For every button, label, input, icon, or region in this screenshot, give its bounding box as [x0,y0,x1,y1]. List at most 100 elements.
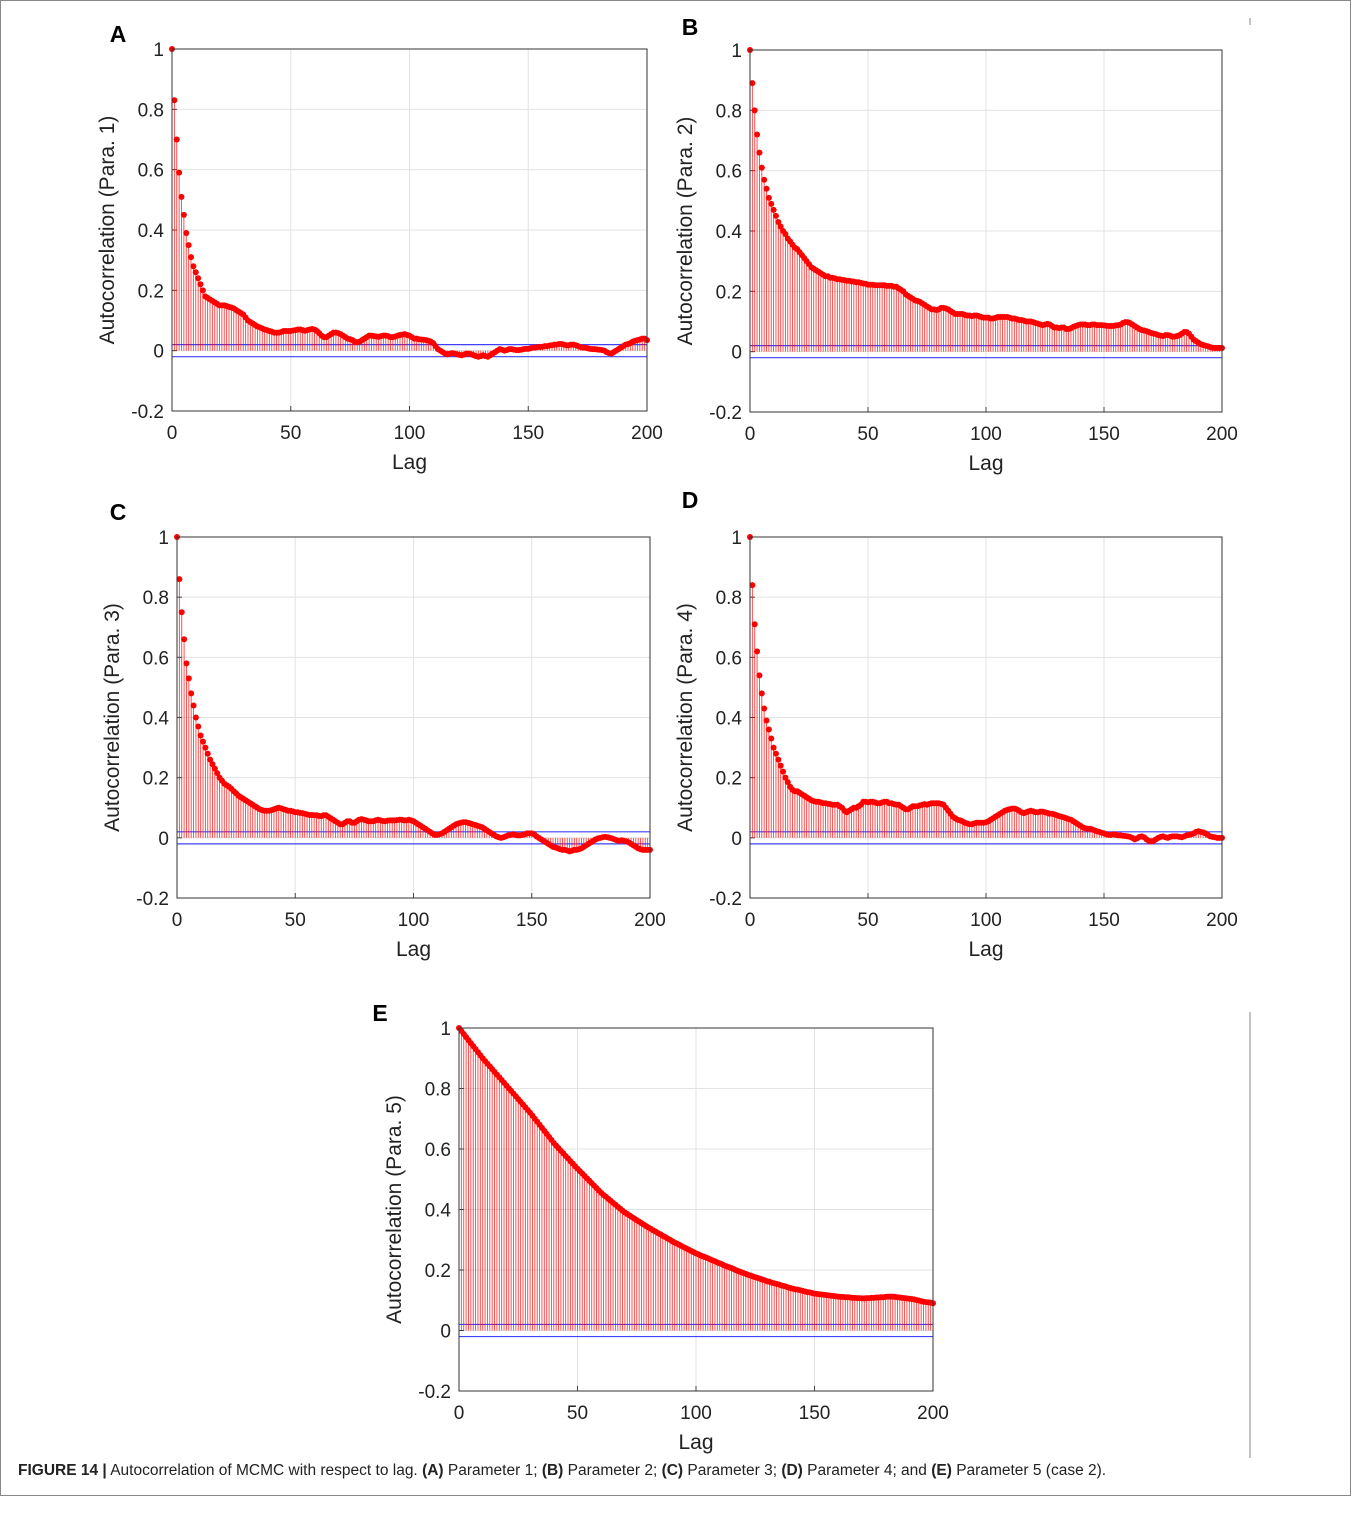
stem-marker [777,223,784,230]
caption-text: Parameter 2; [563,1462,662,1479]
caption-text: (C) [661,1462,684,1479]
panel-label: E [372,1000,387,1026]
y-tick-label: 0.2 [716,769,742,790]
stem-marker [754,648,761,655]
stem-marker [195,723,202,730]
stem-marker [754,131,761,138]
y-axis-label: Autocorrelation (Para. 4) [674,603,697,832]
stem-marker [770,206,777,213]
x-tick-label: 50 [857,424,878,445]
stem-marker [756,149,763,156]
stem-marker [749,80,756,87]
y-tick-label: -0.2 [709,403,742,424]
panel: 0 50 100 150 200-0.200.20.40.60.81LagAutocor… [372,1000,949,1454]
x-tick-label: 200 [631,423,663,444]
x-tick-label: 100 [970,424,1002,445]
x-tick-label: 50 [857,910,878,931]
stem-marker [211,765,218,772]
stem-marker [749,582,756,589]
stem-marker [188,254,194,261]
stem-marker [775,218,782,225]
panel-label: B [682,14,699,40]
stem-marker [777,762,784,769]
stem-marker [768,200,775,207]
caption-text: FIGURE 14 | [18,1462,107,1479]
x-tick-label: 0 [167,423,178,444]
stem-marker [178,193,185,200]
axes-box [176,536,651,899]
x-axis-label: Lag [968,452,1003,475]
stem-marker [772,750,779,757]
x-tick-label: 200 [1206,424,1238,445]
y-tick-label: 1 [440,1019,451,1040]
y-tick-label: 0 [153,342,164,363]
stem-marker [756,672,763,679]
panel: 0 50 100 150 200-0.200.20.40.60.81LagAutocor… [101,499,666,961]
x-tick-label: 150 [516,910,548,931]
y-tick-label: 0 [731,343,742,364]
x-tick-label: 150 [799,1403,831,1424]
y-tick-label: 0.2 [716,282,742,303]
caption-text: Parameter 5 (case 2). [951,1462,1107,1479]
x-tick-label: 50 [285,910,306,931]
axes-box [458,1027,934,1392]
x-tick-label: 0 [745,910,756,931]
axes-box [749,49,1223,413]
caption-text: (D) [781,1462,803,1479]
y-axis-label: Autocorrelation (Para. 2) [674,117,697,346]
stem-marker [202,744,209,751]
x-tick-label: 0 [745,424,756,445]
axes-box [749,536,1223,899]
stem-marker [763,185,770,192]
x-tick-label: 50 [280,423,301,444]
caption-text: Parameter 1; [443,1462,542,1479]
stem-marker [190,263,197,270]
caption-text: (A) [422,1462,444,1479]
caption-text: Autocorrelation of MCMC with respect to … [106,1462,423,1479]
caption: FIGURE 14 | Autocorrelation of MCMC with… [18,1462,1338,1480]
y-tick-label: -0.2 [418,1382,451,1403]
stem-marker [207,756,214,763]
x-tick-label: 0 [454,1403,465,1424]
y-tick-label: 1 [153,40,164,61]
panel-label: C [110,499,127,525]
y-tick-label: 0.2 [425,1261,451,1282]
y-tick-label: -0.2 [136,889,169,910]
stem-marker [751,107,758,114]
stem-marker [197,281,204,288]
y-tick-label: 1 [158,528,169,549]
y-axis-label: Autocorrelation (Para. 3) [101,603,124,832]
y-tick-label: 0.2 [143,769,169,790]
x-tick-label: 150 [1088,424,1120,445]
stem-marker [214,770,221,777]
panel-label: A [110,21,127,47]
stem-marker [751,621,758,628]
stem-marker [188,690,195,697]
y-tick-label: 0.6 [143,648,169,669]
y-tick-label: 0 [731,829,742,850]
caption-text: (B) [541,1462,564,1479]
y-tick-label: 0.6 [425,1140,451,1161]
caption-text: Parameter 3; [683,1462,782,1479]
panel-label: D [682,487,699,513]
x-tick-label: 200 [634,910,666,931]
x-tick-label: 100 [394,423,426,444]
x-tick-label: 100 [970,910,1002,931]
stem-marker [176,169,183,176]
y-tick-label: 0.4 [716,222,743,243]
stem-marker [200,738,207,745]
stem-marker [209,761,216,768]
y-tick-label: 0 [440,1322,451,1343]
y-tick-label: 0.6 [138,161,164,182]
y-axis-label: Autocorrelation (Para. 1) [96,116,119,345]
stem-marker [190,702,197,709]
x-tick-label: 150 [512,423,544,444]
stem-marker [775,756,782,763]
stem-marker [192,269,199,276]
y-tick-label: 0.8 [425,1080,451,1101]
y-tick-label: 1 [731,41,742,62]
stem-marker [772,212,779,219]
stem-marker [180,211,187,218]
y-tick-label: 0.2 [138,281,164,302]
